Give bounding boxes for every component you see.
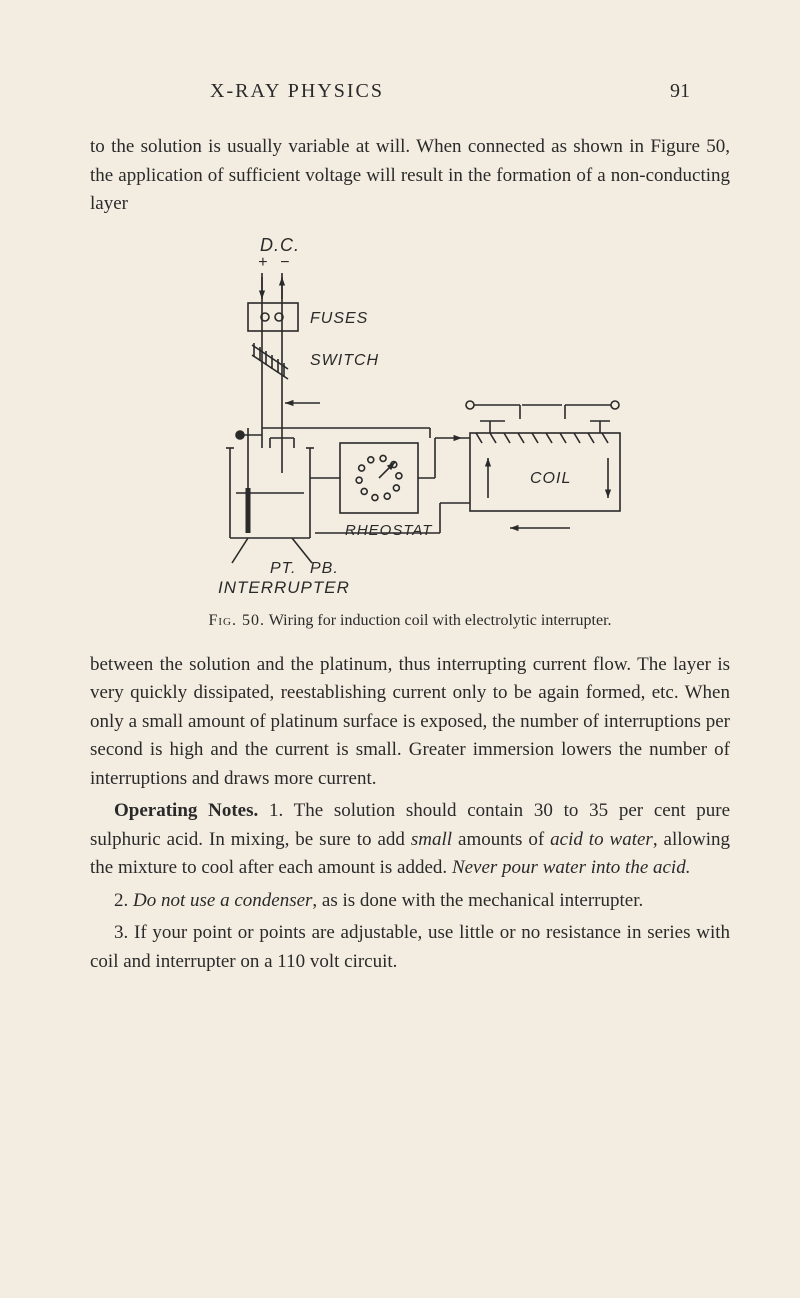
page-number: 91 [670,80,690,103]
p4-b: , as is done with the mechanical interru… [312,890,643,911]
p3-acid: acid to water [550,829,653,850]
paragraph-5: 3. If your point or points are adjustabl… [90,919,730,976]
svg-text:SWITCH: SWITCH [310,352,379,369]
caption-text: Wiring for induction coil with electroly… [269,612,612,629]
operating-notes-heading: Operating Notes. [114,800,258,821]
content: to the solution is usually variable at w… [90,133,730,976]
svg-text:FUSES: FUSES [310,310,368,327]
svg-text:RHEOSTAT: RHEOSTAT [345,522,433,539]
page: X-RAY PHYSICS 91 to the solution is usua… [0,0,800,1040]
svg-text:+: + [258,254,268,271]
figure-caption: Fig. 50. Wiring for induction coil with … [170,609,650,633]
p4-do: Do not use a condenser [133,890,312,911]
page-header: X-RAY PHYSICS 91 [90,80,730,103]
paragraph-2: between the solution and the platinum, t… [90,651,730,794]
caption-prefix: Fig. 50. [208,612,265,629]
svg-text:D.C.: D.C. [260,235,300,255]
figure-50: D.C.+− FUSES SWITCH PT. PB.INTERRUPTER RHEOST… [170,233,650,633]
p3-never: Never pour water into the acid. [452,857,691,878]
p3-b: amounts of [452,829,550,850]
running-head: X-RAY PHYSICS [210,80,384,103]
paragraph-1: to the solution is usually variable at w… [90,133,730,219]
paragraph-3: Operating Notes. 1. The solution should … [90,797,730,883]
paragraph-4: 2. Do not use a condenser, as is done wi… [90,887,730,916]
svg-text:COIL: COIL [530,470,571,487]
p3-small: small [411,829,452,850]
svg-text:INTERRUPTER: INTERRUPTER [218,578,350,597]
svg-text:PB.: PB. [310,560,339,577]
svg-text:−: − [280,254,290,271]
p4-a: 2. [114,890,133,911]
svg-text:PT.: PT. [270,560,296,577]
circuit-diagram: D.C.+− FUSES SWITCH PT. PB.INTERRUPTER RHEOST… [170,233,650,603]
